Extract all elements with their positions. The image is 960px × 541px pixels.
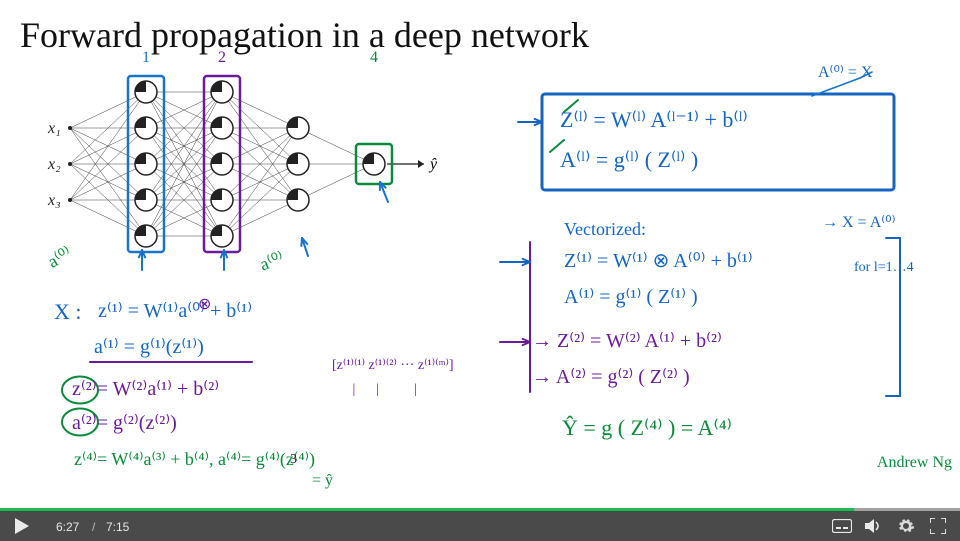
hand-vec_a2: → A⁽²⁾ = g⁽²⁾ ( Z⁽²⁾ ) (532, 366, 690, 388)
hand-x_label: X : (54, 300, 82, 324)
hand-box-line-1: A⁽ˡ⁾ = g⁽ˡ⁾ ( Z⁽ˡ⁾ ) (560, 148, 698, 172)
cc-icon (832, 519, 852, 533)
hand-eq_a2: a⁽²⁾= g⁽²⁾(z⁽²⁾) (72, 412, 177, 434)
svg-text:ŷ: ŷ (428, 156, 438, 173)
hand-eq_z4: z⁽⁴⁾= W⁽⁴⁾a⁽³⁾ + b⁽⁴⁾, a⁽⁴⁾= g⁽⁴⁾(z⁽⁴⁾) (74, 450, 315, 470)
hand-box-line-0: Z⁽ˡ⁾ = W⁽ˡ⁾ A⁽ˡ⁻¹⁾ + b⁽ˡ⁾ (560, 108, 748, 132)
hand-eq_z1: z⁽¹⁾ = W⁽¹⁾a⁽⁰⁾ + b⁽¹⁾ (98, 300, 252, 322)
hand-yhat_eq: = ŷ (312, 472, 333, 490)
attribution-text: Andrew Ng (877, 454, 952, 472)
duration-time: 7:15 (106, 520, 129, 534)
gear-icon (897, 517, 915, 535)
hand-for_loop: for l=1…4 (854, 260, 914, 275)
fullscreen-button[interactable] (924, 511, 952, 541)
slide-area: Forward propagation in a deep network x₁… (2, 2, 958, 508)
video-player: Forward propagation in a deep network x₁… (0, 0, 960, 541)
hand-vec_z1: Z⁽¹⁾ = W⁽¹⁾ ⊗ A⁽⁰⁾ + b⁽¹⁾ (564, 250, 753, 272)
hand-eq_z2: z⁽²⁾= W⁽²⁾a⁽¹⁾ + b⁽²⁾ (72, 378, 219, 400)
hand-eq_a1: a⁽¹⁾ = g⁽¹⁾(z⁽¹⁾) (94, 336, 204, 358)
hand-a0_eq_x_top: A⁽⁰⁾ = X (818, 64, 872, 82)
progress-played (0, 508, 854, 511)
settings-button[interactable] (892, 511, 920, 541)
play-icon (15, 518, 29, 534)
svg-text:x₂: x₂ (47, 156, 61, 173)
time-separator: / (92, 520, 95, 534)
hand-bracket_bot: | | | (342, 382, 417, 397)
player-controls: 6:27 / 7:15 (0, 508, 960, 541)
svg-text:x₃: x₃ (47, 192, 61, 209)
slide-title: Forward propagation in a deep network (20, 14, 589, 56)
hand-vec_a1: A⁽¹⁾ = g⁽¹⁾ ( Z⁽¹⁾ ) (564, 286, 698, 308)
fullscreen-icon (930, 518, 946, 534)
svg-text:x₁: x₁ (47, 120, 61, 137)
hand-vectorized_label: Vectorized: (564, 220, 646, 240)
hand-page_num: 3 (290, 452, 297, 467)
hand-vec_yhat: Ŷ = g ( Z⁽⁴⁾ ) = A⁽⁴⁾ (562, 416, 732, 440)
hand-vec_z2: → Z⁽²⁾ = W⁽²⁾ A⁽¹⁾ + b⁽²⁾ (532, 330, 722, 352)
progress-track[interactable] (0, 508, 960, 511)
hand-x_eq_a0_right: → X = A⁽⁰⁾ (822, 214, 896, 232)
hand-bracket_text: [z⁽¹⁾⁽¹⁾ z⁽¹⁾⁽²⁾ ··· z⁽¹⁾⁽ᵐ⁾] (332, 358, 454, 373)
hand-scratch1: ⊗ (198, 296, 211, 314)
network-diagram: x₁ x₂ x₃ ŷ (42, 64, 462, 284)
volume-icon (865, 518, 883, 534)
current-time: 6:27 (56, 520, 79, 534)
volume-button[interactable] (860, 511, 888, 541)
play-button[interactable] (8, 511, 36, 541)
captions-button[interactable] (828, 511, 856, 541)
